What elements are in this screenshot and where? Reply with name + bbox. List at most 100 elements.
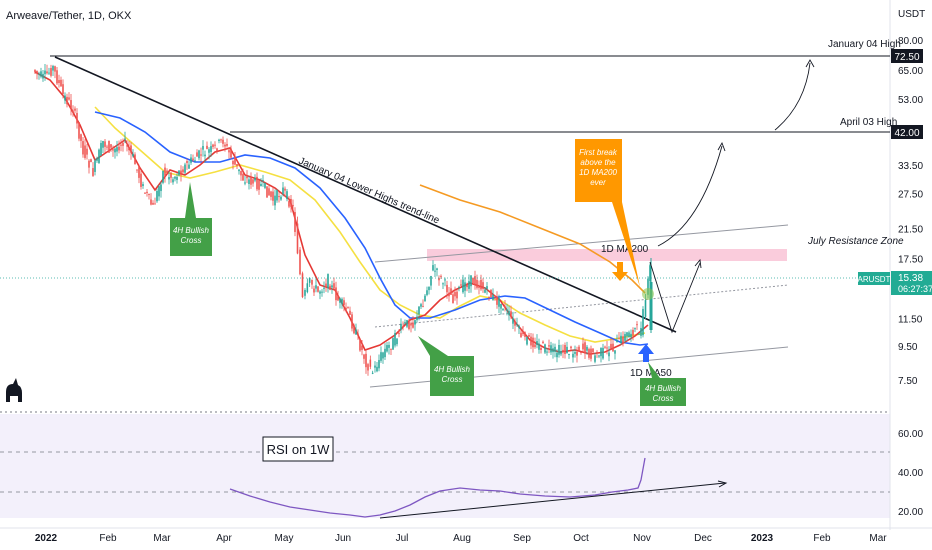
candle-body — [166, 170, 168, 173]
candle-body — [630, 333, 632, 338]
candle-body — [422, 306, 424, 308]
candle-body — [136, 169, 138, 171]
candle-body — [262, 180, 264, 182]
candle-body — [386, 345, 388, 352]
candle-body — [472, 277, 474, 284]
candle-body — [192, 158, 194, 161]
time-tick: Feb — [813, 533, 831, 544]
first-break-line-3: 1D MA200 — [579, 168, 617, 177]
candle-body — [86, 148, 88, 155]
candle-body — [150, 199, 152, 205]
candle-body — [488, 296, 490, 298]
candle-body — [218, 139, 220, 141]
candle-body — [56, 70, 58, 84]
candle-body — [349, 310, 351, 315]
candle-body — [222, 139, 224, 144]
candle-body — [34, 69, 36, 73]
candle-body — [378, 360, 380, 369]
candle-body — [462, 279, 464, 293]
candle-body — [190, 157, 192, 163]
candle-body — [376, 366, 378, 372]
candle-body — [98, 149, 100, 164]
candle-body — [540, 347, 542, 350]
candle-body — [204, 154, 206, 157]
ema-line — [94, 106, 646, 343]
bullish-cross-2-line-1: 4H Bullish — [434, 365, 471, 374]
price-tick: 33.50 — [898, 161, 923, 172]
candle-body — [570, 346, 572, 349]
candle-body — [54, 66, 56, 72]
candle-body — [400, 323, 402, 330]
currency-label: USDT — [898, 9, 925, 20]
candle-body — [158, 186, 160, 197]
bullish-cross-3-line-2: Cross — [653, 394, 674, 403]
candle-body — [104, 141, 106, 147]
tradingview-logo — [6, 378, 22, 402]
candle-body — [500, 303, 502, 309]
candle-body — [530, 336, 532, 346]
rsi-tick: 60.00 — [898, 429, 923, 440]
candle-body — [458, 286, 460, 288]
candle-body — [416, 316, 418, 321]
time-tick: Nov — [633, 533, 651, 544]
ma50-arrow — [638, 344, 654, 362]
candle-body — [522, 332, 524, 335]
candle-body — [492, 294, 494, 300]
candle-body — [52, 65, 54, 71]
candle-body — [528, 335, 530, 337]
candle-body — [578, 346, 580, 352]
candle-body — [60, 79, 62, 87]
candle-body — [620, 335, 622, 343]
candle-body — [40, 71, 42, 77]
ma200-line — [419, 184, 646, 294]
candle-body — [448, 292, 450, 297]
candle-body — [80, 134, 82, 141]
candle-body — [598, 355, 600, 357]
candle-body — [140, 173, 142, 187]
rsi-line — [229, 457, 646, 518]
time-tick: Mar — [869, 533, 887, 544]
candle-body — [66, 96, 68, 105]
candle-body — [456, 291, 458, 299]
candle-body — [212, 144, 214, 147]
candle-body — [160, 184, 162, 192]
candle-body — [220, 139, 222, 141]
projection-path-top — [774, 62, 811, 131]
first-break-line-4: ever — [590, 178, 606, 187]
candle-body — [502, 309, 504, 311]
candle-body — [308, 277, 311, 283]
candle-body — [178, 170, 180, 176]
candle-body — [464, 282, 466, 291]
candle-body — [38, 73, 40, 75]
candle-body — [608, 352, 610, 357]
candle-body — [78, 122, 80, 139]
candle-body — [622, 336, 624, 344]
candle-body — [470, 275, 472, 287]
label-72-box — [891, 49, 923, 63]
bullish-cross-1-line-2: Cross — [181, 236, 202, 245]
rsi-trendline — [379, 482, 726, 519]
candle-body — [560, 350, 562, 355]
candle-body — [418, 306, 420, 315]
candle-body — [632, 329, 634, 336]
candle-body — [566, 346, 568, 354]
candle-body — [432, 265, 434, 271]
candle-body — [516, 324, 518, 326]
candle-body — [329, 285, 331, 290]
candle-body — [580, 351, 582, 353]
candle-body — [428, 286, 430, 291]
first-break-line-1: First break — [579, 148, 618, 157]
candle-body — [156, 190, 158, 202]
candle-body — [618, 338, 620, 340]
candle-body — [236, 163, 238, 166]
candle-body — [476, 279, 478, 288]
candle-body — [562, 349, 564, 352]
rsi-title: RSI on 1W — [267, 442, 331, 457]
price-tick: 17.50 — [898, 254, 923, 265]
rsi-tick: 20.00 — [898, 507, 923, 518]
candle-body — [144, 192, 146, 194]
candle-body — [90, 159, 92, 163]
price-tick: 80.00 — [898, 36, 923, 47]
candle-body — [612, 343, 614, 352]
candle-body — [313, 288, 315, 293]
